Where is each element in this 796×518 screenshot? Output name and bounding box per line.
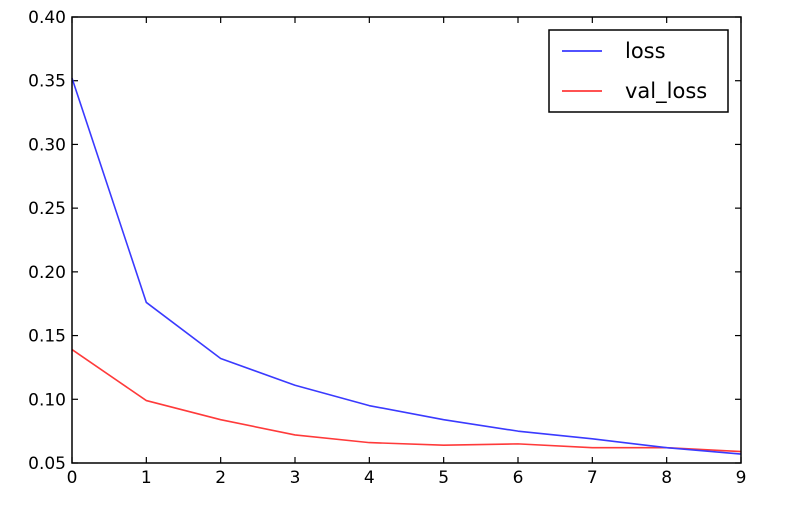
x-tick-label: 5 xyxy=(438,468,449,488)
legend-box xyxy=(548,29,729,113)
y-tick-label: 0.05 xyxy=(28,454,66,474)
x-tick-label: 1 xyxy=(141,468,152,488)
y-tick-label: 0.20 xyxy=(28,263,66,283)
y-tick-label: 0.15 xyxy=(28,327,66,347)
legend-label: val_loss xyxy=(625,79,707,104)
x-tick-label: 4 xyxy=(364,468,375,488)
x-tick-label: 7 xyxy=(587,468,598,488)
y-tick-label: 0.35 xyxy=(28,72,66,92)
x-tick-label: 9 xyxy=(736,468,747,488)
series-line-val-loss xyxy=(71,348,742,453)
series-line-loss xyxy=(71,77,742,455)
legend-label: loss xyxy=(625,39,666,63)
y-tick-label: 0.10 xyxy=(28,390,66,410)
x-tick-label: 0 xyxy=(67,468,78,488)
x-tick-label: 6 xyxy=(513,468,524,488)
x-tick-label: 3 xyxy=(290,468,301,488)
y-tick-label: 0.25 xyxy=(28,199,66,219)
legend: loss val_loss xyxy=(548,29,729,113)
x-tick-label: 2 xyxy=(215,468,226,488)
plot-area-frame xyxy=(71,16,742,464)
y-tick-label: 0.40 xyxy=(28,8,66,28)
series-lines xyxy=(71,77,742,455)
y-tick-label: 0.30 xyxy=(28,135,66,155)
x-tick-label: 8 xyxy=(661,468,672,488)
